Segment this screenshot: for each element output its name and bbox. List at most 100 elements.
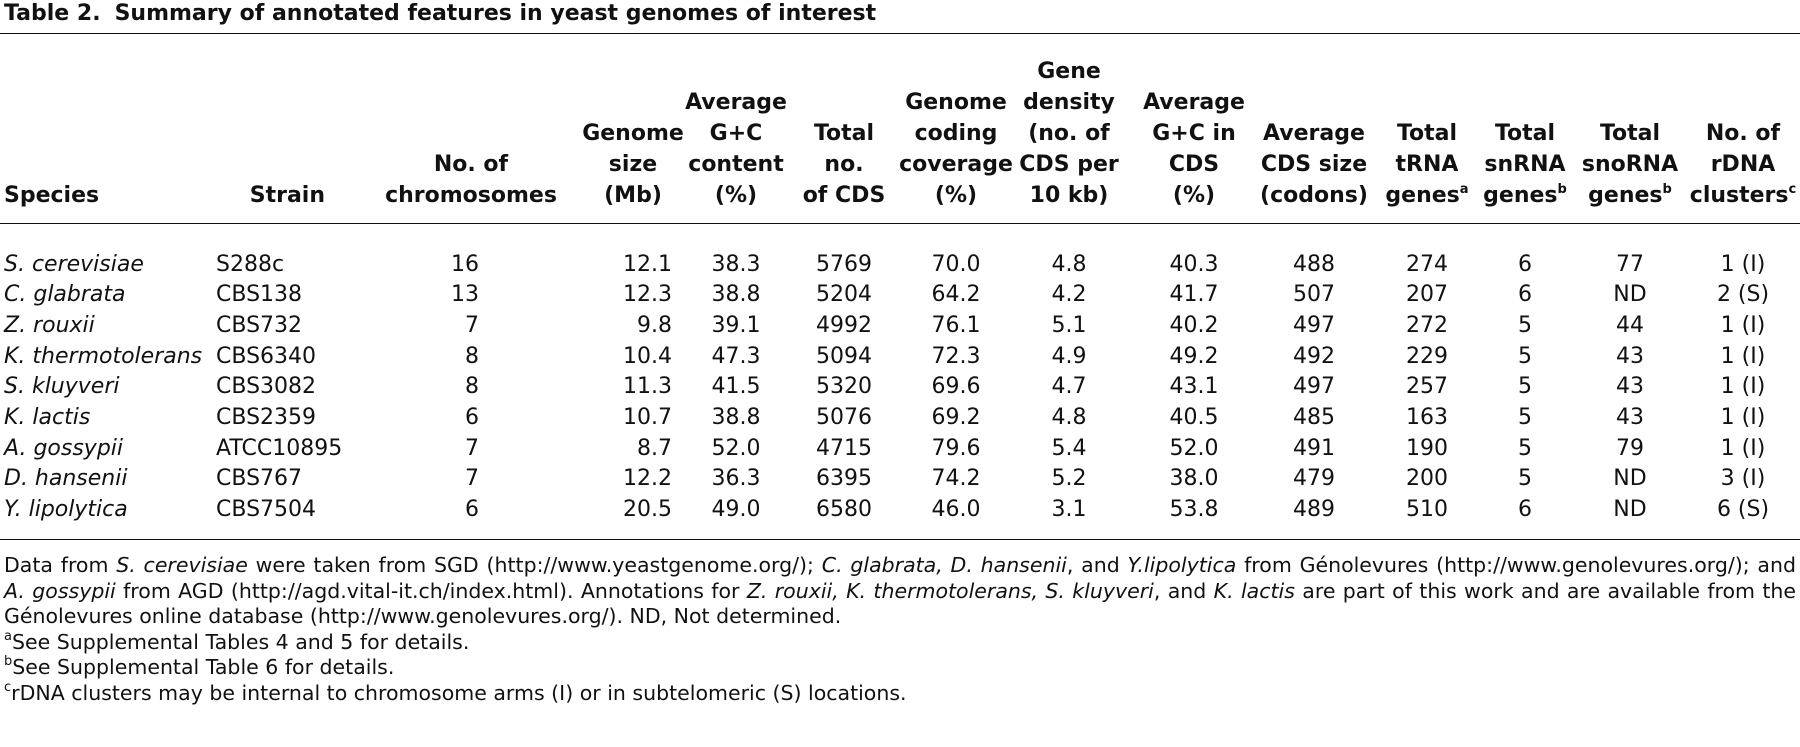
footnote-text: are part of this work and are available … (4, 578, 1797, 629)
data-cell: 8.7 (637, 435, 672, 461)
data-cell: 40.3 (1169, 251, 1219, 277)
header-line: Average (1143, 90, 1245, 115)
header-rule (0, 223, 1800, 224)
data-cell: 1 (I) (1720, 374, 1766, 400)
footnote-paragraph: Data from S. cerevisiae were taken from … (4, 553, 1796, 630)
header-line: Average (685, 90, 787, 115)
header-line: G+C in (1152, 121, 1236, 146)
header-line: clusters (1689, 183, 1789, 208)
header-line: genes (1483, 183, 1558, 208)
data-cell: 5204 (816, 282, 872, 308)
data-cell: 46.0 (931, 497, 981, 523)
header-line: size (608, 152, 658, 177)
data-cell: 77 (1616, 251, 1644, 277)
header-note: b (1557, 182, 1567, 197)
data-cell: 479 (1293, 466, 1335, 492)
column-header: Total snoRNA genesb (1582, 118, 1678, 211)
data-cell: 44 (1616, 312, 1644, 338)
header-line: 10 kb) (1029, 183, 1109, 208)
data-cell: 43 (1616, 374, 1644, 400)
data-cell: 47.3 (711, 343, 761, 369)
data-cell: 4.7 (1051, 374, 1087, 400)
data-cell: 272 (1406, 312, 1448, 338)
column-header: Average CDS size (codons) (1260, 118, 1368, 211)
data-cell: 52.0 (711, 435, 761, 461)
header-line: coding (914, 121, 998, 146)
top-rule (0, 33, 1800, 34)
data-cell: 6 (1518, 282, 1532, 308)
header-line: chromosomes (385, 183, 557, 208)
data-cell: 5 (1518, 312, 1532, 338)
data-cell: CBS732 (216, 312, 303, 338)
data-cell: CBS7504 (216, 497, 317, 523)
data-cell: 12.3 (623, 282, 672, 308)
species-cell: Y. lipolytica (4, 497, 128, 523)
header-line: Genome (905, 90, 1007, 115)
data-cell: 69.2 (931, 405, 981, 430)
column-header: Gene density (no. of CDS per 10 kb) (1019, 56, 1118, 211)
footnote-text: , and (1066, 553, 1128, 577)
header-line: CDS per (1019, 152, 1119, 177)
note-text: See Supplemental Table 6 for details. (12, 655, 395, 679)
note-mark: b (4, 654, 13, 669)
data-cell: 43.1 (1169, 374, 1219, 400)
header-line: Average (1263, 121, 1365, 146)
data-cell: 3.1 (1051, 497, 1087, 523)
data-cell: 16 (451, 251, 479, 277)
data-cell: 497 (1293, 374, 1335, 400)
data-cell: 257 (1406, 374, 1448, 400)
data-cell: 38.3 (711, 251, 761, 277)
data-cell: CBS6340 (216, 343, 317, 369)
footnote-note: bSee Supplemental Table 6 for details. (4, 655, 1796, 681)
footnote-text: S. cerevisiae (116, 553, 248, 577)
column-header: Average G+C in CDS (%) (1143, 87, 1245, 211)
footnote-text: Data from (4, 553, 117, 577)
header-note: b (1662, 182, 1672, 197)
species-cell: S. cerevisiae (4, 251, 144, 277)
data-cell: 1 (I) (1720, 312, 1766, 338)
header-line: Species (4, 183, 100, 208)
data-cell: 488 (1293, 251, 1335, 277)
footnote-text: , and (1153, 578, 1214, 603)
header-line: Total (1396, 121, 1458, 146)
data-cell: 36.3 (711, 466, 761, 492)
header-line: (%) (934, 183, 978, 208)
column-header: No. of rDNA clustersc (1690, 118, 1796, 211)
data-cell: 492 (1293, 343, 1335, 369)
data-cell: 491 (1293, 435, 1335, 461)
data-cell: 5 (1518, 466, 1532, 492)
column-header: Total snRNA genesb (1483, 118, 1567, 211)
header-line: (codons) (1260, 183, 1368, 208)
header-line: content (688, 152, 784, 177)
data-cell: 79 (1616, 435, 1644, 461)
header-line: No. of (433, 152, 509, 177)
data-cell: 38.8 (711, 282, 761, 308)
data-cell: 7 (465, 466, 479, 492)
footnote-text: were taken from SGD (http://www.yeastgen… (247, 553, 822, 577)
data-cell: 6 (S) (1716, 497, 1770, 523)
data-cell: 43 (1616, 405, 1644, 430)
footnote-note: crDNA clusters may be internal to chromo… (4, 681, 1796, 707)
data-cell: ATCC10895 (216, 435, 343, 461)
data-cell: 4.9 (1051, 343, 1087, 369)
data-cell: 5769 (816, 251, 872, 277)
data-cell: 7 (465, 312, 479, 338)
note-text: rDNA clusters may be internal to chromos… (11, 680, 907, 705)
data-cell: 53.8 (1169, 497, 1219, 523)
data-cell: 4992 (816, 312, 872, 338)
column-header: Strain (250, 180, 325, 211)
data-cell: 207 (1406, 282, 1448, 308)
species-cell: K. lactis (4, 405, 91, 430)
header-note: a (1459, 182, 1469, 197)
data-cell: ND (1613, 497, 1647, 523)
header-line: Genome (582, 121, 684, 146)
data-cell: 20.5 (623, 497, 672, 523)
data-cell: 5320 (816, 374, 872, 400)
data-cell: 12.2 (623, 466, 672, 492)
column-header: Species (4, 180, 99, 211)
data-cell: 5 (1518, 343, 1532, 369)
species-cell: A. gossypii (4, 435, 124, 461)
data-cell: 5.2 (1051, 466, 1087, 492)
header-line: tRNA (1395, 152, 1459, 177)
header-line: genes (1588, 183, 1663, 208)
